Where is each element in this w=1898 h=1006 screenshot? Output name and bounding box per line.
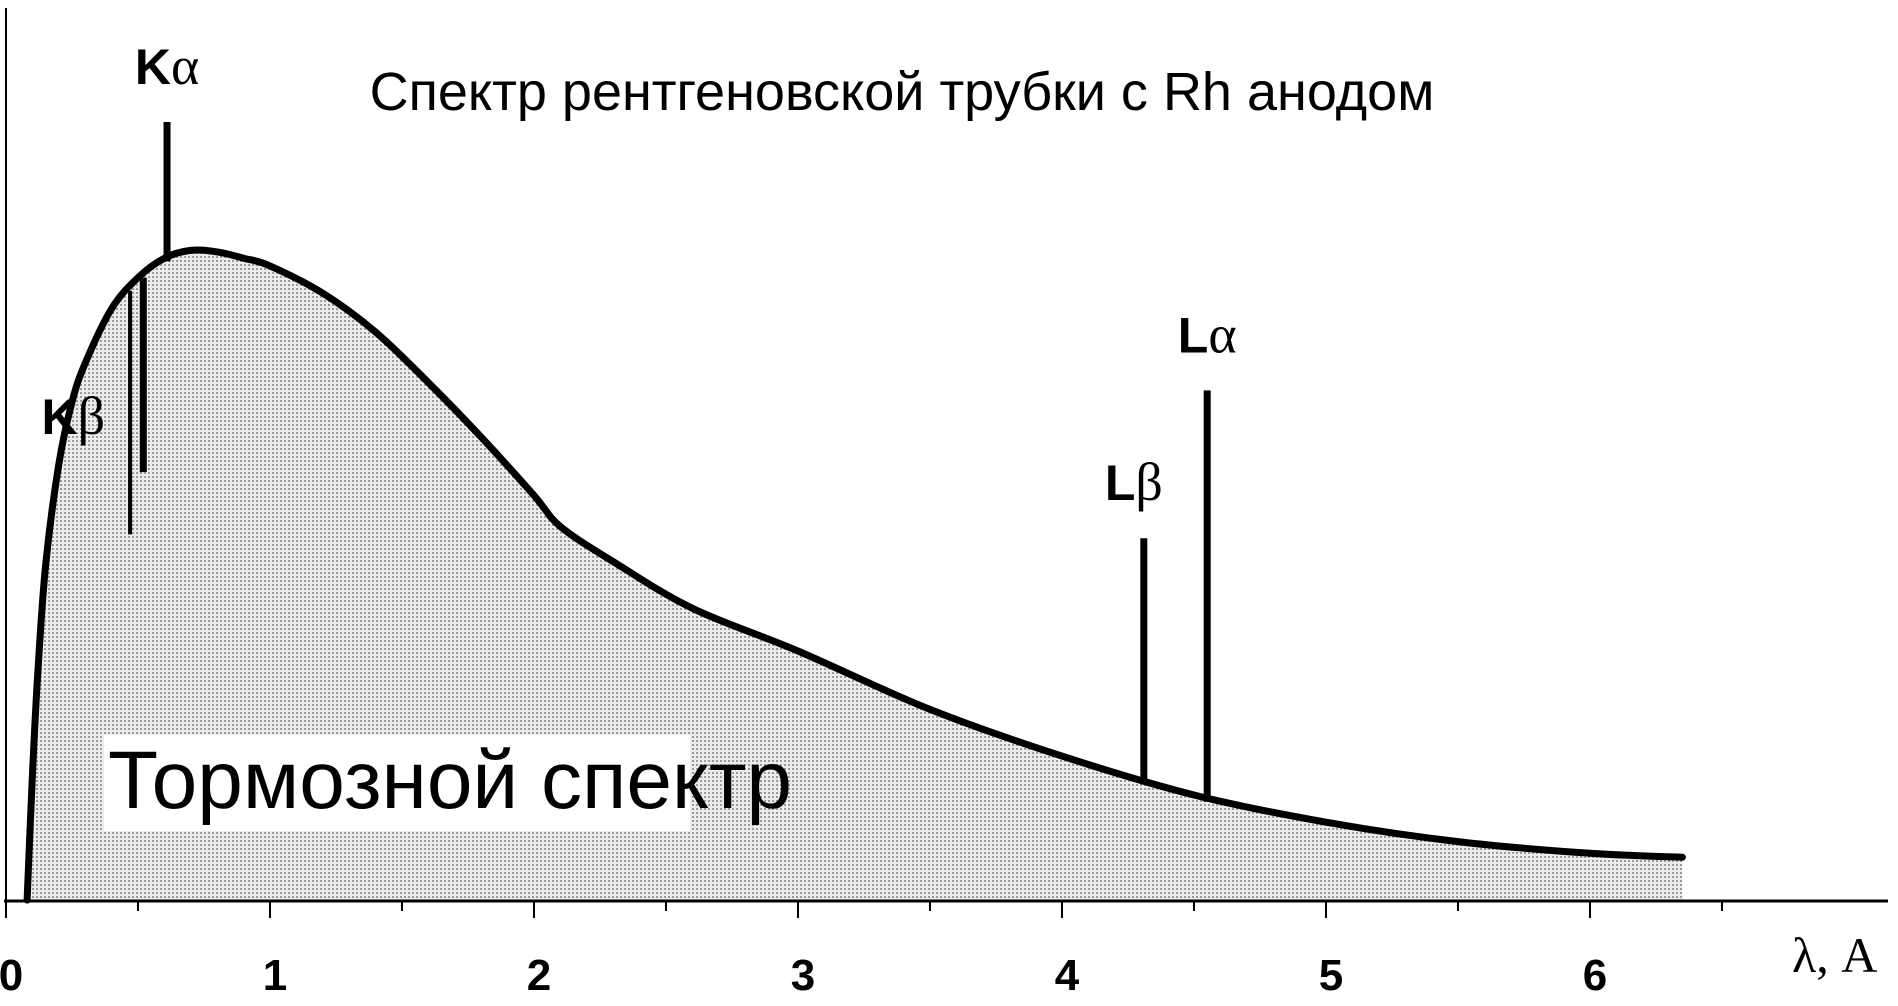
- x-tick-label: 4: [1055, 951, 1080, 1000]
- region-label-background: [104, 735, 690, 831]
- continuum-curve: [23, 246, 1686, 904]
- continuum-label: Тормозной спектр: [108, 735, 792, 826]
- x-tick-label: 5: [1319, 951, 1343, 1000]
- line-labels: Kβ Kα Lβ Lα: [41, 36, 1236, 512]
- spectral-line-label: Lβ: [1105, 452, 1163, 512]
- chart-title: Спектр рентгеновской трубки с Rh анодом: [370, 62, 1435, 122]
- x-tick-label: 6: [1583, 951, 1607, 1000]
- spectral-line-label: Kα: [135, 36, 199, 96]
- spectral-line-label: Kβ: [41, 386, 105, 446]
- x-tick-label: 3: [791, 951, 815, 1000]
- x-tick-label: 1: [263, 951, 287, 1000]
- characteristic-lines: [128, 122, 1211, 802]
- x-ticks: [5, 901, 1723, 918]
- x-axis-label: λ, A: [1792, 927, 1877, 983]
- x-tick-label: 2: [527, 951, 551, 1000]
- x-tick-labels: 0 1 2 3 4 5 6: [0, 951, 1607, 1000]
- spectral-line-label: Lα: [1178, 304, 1237, 364]
- x-tick-label: 0: [0, 951, 23, 1000]
